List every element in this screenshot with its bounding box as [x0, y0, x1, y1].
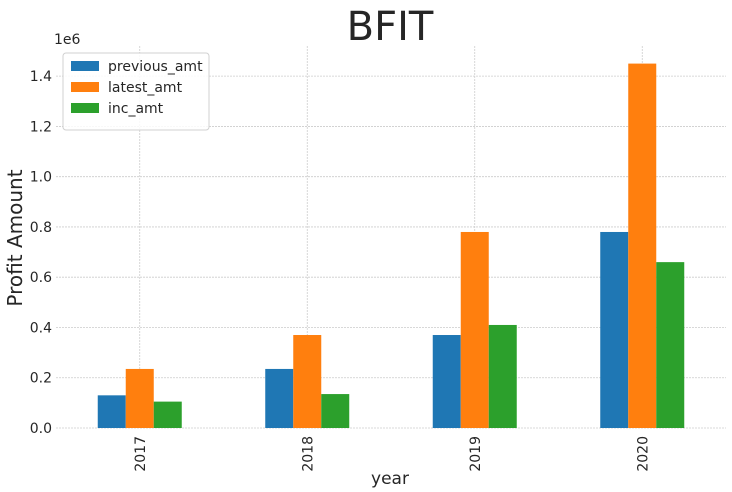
bars: [97, 63, 685, 429]
bar-previous_amt-2018: [265, 368, 294, 428]
legend-label-latest_amt: latest_amt: [108, 80, 183, 96]
bar-latest_amt-2019: [460, 231, 489, 428]
x-axis-ticks: 2017 2018 2019 2020: [133, 436, 652, 472]
chart-title: BFIT: [347, 4, 434, 50]
y-offset-label: 1e6: [54, 32, 81, 48]
x-tick-label: 2020: [635, 436, 651, 472]
bar-latest_amt-2020: [628, 63, 657, 429]
y-tick-label: 0.2: [30, 371, 52, 387]
x-tick-label: 2019: [468, 436, 484, 472]
y-tick-label: 0.8: [30, 220, 52, 236]
y-tick-label: 0.4: [30, 320, 52, 336]
legend-label-inc_amt: inc_amt: [108, 101, 164, 117]
y-tick-label: 0.0: [30, 421, 52, 437]
legend-swatch-inc_amt: [71, 103, 99, 113]
legend: previous_amt latest_amt inc_amt: [62, 52, 210, 131]
bar-inc_amt-2018: [321, 394, 350, 428]
y-axis-label: Profit Amount: [3, 169, 27, 306]
bar-latest_amt-2017: [125, 368, 154, 428]
y-tick-label: 1.2: [30, 119, 52, 135]
legend-box: [62, 52, 210, 131]
x-axis-label: year: [371, 469, 409, 489]
bar-inc_amt-2020: [656, 262, 685, 428]
bar-latest_amt-2018: [293, 335, 322, 428]
bar-inc_amt-2017: [153, 401, 182, 428]
bar-previous_amt-2019: [432, 335, 461, 428]
y-tick-label: 0.6: [30, 270, 52, 286]
legend-label-previous_amt: previous_amt: [108, 59, 203, 75]
bar-inc_amt-2019: [488, 324, 517, 428]
bar-previous_amt-2020: [600, 231, 629, 428]
y-axis-ticks: 0.0 0.2 0.4 0.6 0.8 1.0 1.2 1.4: [30, 69, 52, 437]
legend-swatch-previous_amt: [71, 61, 99, 71]
legend-swatch-latest_amt: [71, 82, 99, 92]
x-tick-label: 2018: [300, 436, 316, 472]
y-tick-label: 1.0: [30, 170, 52, 186]
y-tick-label: 1.4: [30, 69, 52, 85]
x-tick-label: 2017: [133, 436, 149, 472]
bar-previous_amt-2017: [97, 395, 126, 428]
